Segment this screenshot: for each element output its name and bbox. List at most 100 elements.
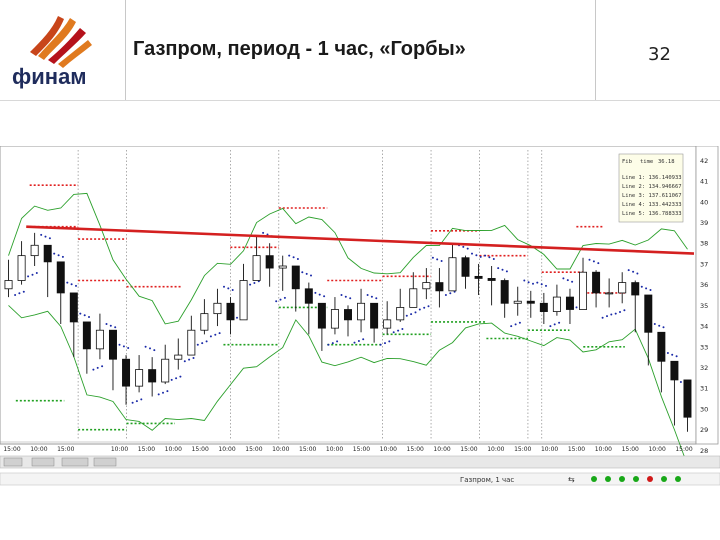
sar-dot — [558, 321, 561, 324]
sar-dot — [466, 247, 469, 250]
sar-dot — [518, 321, 521, 324]
sar-dot — [301, 271, 304, 274]
y-tick-label: 29 — [700, 426, 708, 434]
sar-dot — [209, 335, 212, 338]
candle-body — [644, 294, 653, 333]
candle-body — [435, 282, 444, 292]
sar-dot — [214, 333, 217, 336]
candle-body — [82, 321, 91, 350]
candle-body — [122, 358, 131, 387]
sar-dot — [597, 262, 600, 265]
sar-dot — [436, 258, 439, 261]
y-tick-label: 37 — [700, 260, 708, 268]
candle-body — [370, 302, 379, 329]
sar-dot — [96, 366, 99, 369]
sar-dot — [475, 254, 478, 257]
sar-dot — [388, 340, 391, 343]
sar-dot — [75, 284, 77, 287]
sar-dot — [471, 252, 473, 255]
fib-legend-box — [618, 153, 684, 223]
sar-dot — [449, 292, 452, 295]
sar-dot — [444, 294, 447, 296]
status-light-icon — [647, 476, 653, 482]
sar-dot — [44, 235, 47, 238]
candle-body — [683, 379, 692, 418]
sar-dot — [349, 297, 352, 300]
sar-dot — [170, 378, 173, 381]
y-axis-panel — [695, 146, 719, 445]
header-divider-left — [125, 0, 126, 100]
sar-dot — [501, 268, 504, 271]
status-bar: Газпром, 1 час ⇆ — [0, 472, 720, 486]
toolbar-button-3[interactable] — [61, 457, 89, 467]
x-tick-label: 15:00 — [192, 446, 209, 453]
y-tick-label: 31 — [700, 385, 708, 393]
candle-body — [409, 288, 418, 308]
sar-dot — [92, 368, 95, 371]
sar-dot — [488, 256, 491, 259]
sar-dot — [606, 315, 608, 318]
candle-body — [135, 369, 144, 387]
sar-dot — [70, 283, 73, 286]
candle-body — [252, 255, 261, 281]
sar-dot — [536, 281, 539, 284]
plot-area — [0, 146, 697, 445]
upper-band-line — [8, 192, 688, 325]
sar-dot — [292, 256, 295, 259]
sar-dot — [101, 365, 104, 368]
header-divider-right — [595, 0, 596, 100]
legend-line: Line 3: 137.611067 — [622, 193, 682, 199]
x-tick-label: 10:00 — [541, 446, 558, 453]
candle-body — [448, 257, 457, 292]
sar-dot — [592, 260, 595, 263]
sar-dot — [144, 345, 147, 348]
status-arrows-icon[interactable]: ⇆ — [568, 475, 575, 484]
x-tick-label: 10:00 — [433, 446, 450, 453]
sar-dot — [275, 300, 278, 303]
sar-dot — [549, 325, 552, 328]
candle-body — [108, 329, 117, 360]
x-tick-label: 15:00 — [514, 446, 531, 453]
x-tick-label: 10:00 — [648, 446, 665, 453]
sar-dot — [66, 281, 69, 284]
candle-body — [565, 296, 574, 310]
sar-dot — [510, 325, 513, 328]
candle-body — [461, 257, 470, 277]
candle-body — [396, 307, 405, 321]
legend-header: time — [640, 159, 653, 165]
status-light-icon — [591, 476, 597, 482]
sar-dot — [35, 272, 38, 274]
sar-dot — [427, 305, 430, 308]
sar-dot — [601, 316, 604, 319]
sar-dot — [18, 292, 21, 295]
candle-body — [344, 309, 352, 321]
candle-body — [383, 319, 392, 329]
toolbar-button-1[interactable] — [3, 457, 23, 467]
sar-dot — [553, 323, 556, 326]
sar-dot — [40, 233, 43, 236]
sar-dot — [479, 255, 482, 258]
legend-line: Line 5: 136.788333 — [622, 211, 682, 217]
candle-body — [239, 280, 248, 321]
sar-dot — [288, 254, 291, 257]
y-tick-label: 39 — [700, 219, 708, 227]
sar-dot — [305, 272, 308, 275]
sar-dot — [22, 290, 25, 293]
sar-dot — [662, 326, 665, 329]
sar-dot — [405, 314, 408, 317]
toolbar-button-2[interactable] — [31, 457, 55, 467]
sar-dot — [375, 297, 378, 300]
sar-dot — [183, 360, 186, 363]
candle-body — [357, 302, 366, 321]
legend-header: 36.18 — [658, 159, 675, 165]
candle-body — [618, 282, 627, 294]
x-tick-label: 15:00 — [407, 446, 424, 453]
sar-dot — [540, 283, 543, 286]
sar-dot — [314, 291, 317, 294]
sar-dot — [201, 342, 204, 345]
toolbar-button-4[interactable] — [93, 457, 117, 467]
sar-dot — [671, 353, 674, 356]
finam-logo: финам — [12, 16, 92, 89]
candle-body — [631, 282, 640, 296]
sar-dot — [205, 340, 208, 343]
